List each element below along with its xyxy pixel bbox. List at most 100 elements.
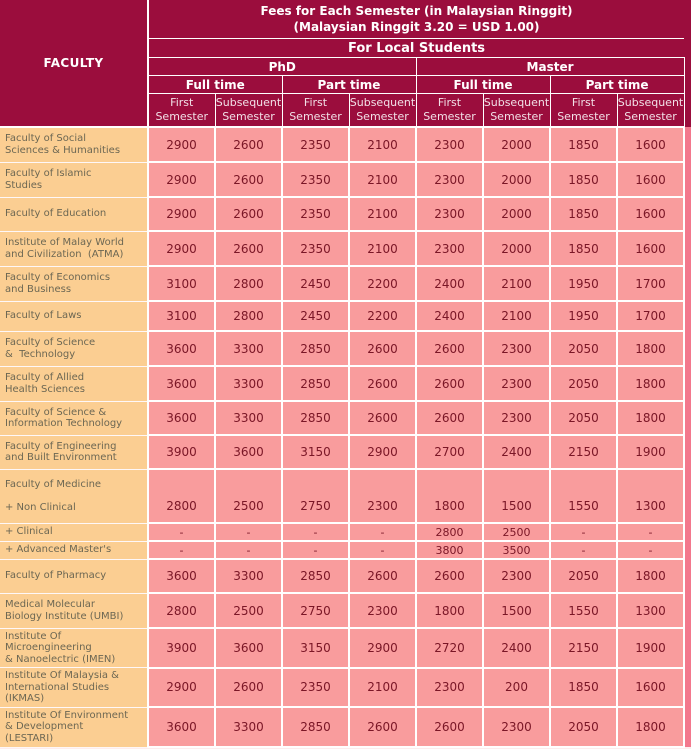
right-edge-strip [684, 266, 691, 301]
header-row-title: FACULTY Fees for Each Semester (in Malay… [0, 0, 691, 128]
master-fulltime-header: Full time [415, 75, 551, 94]
fee-cell: 3300 [214, 365, 283, 402]
fee-cell: 3600 [214, 627, 283, 669]
fee-cell: 2000 [482, 230, 551, 267]
fee-cell: 2700 [415, 434, 484, 470]
fee-cell: 2300 [482, 330, 551, 367]
fee-cell: 2600 [415, 558, 484, 594]
faculty-cell: + Clinical [0, 522, 149, 542]
fee-cell: 2300 [482, 365, 551, 402]
fee-cell: 2600 [348, 400, 417, 436]
table-row: Institute Of Malaysia & International St… [0, 666, 691, 708]
semester-header: Subsequent Semester [616, 93, 685, 128]
fee-cell: 2050 [549, 558, 618, 594]
fee-cell: 2600 [415, 365, 484, 402]
table-body: Faculty of Social Sciences & Humanities 2… [0, 126, 691, 748]
phd-fulltime-header: Full time [147, 75, 283, 94]
fee-cell: 200 [482, 666, 551, 708]
fee-cell: 1850 [549, 126, 618, 163]
fee-cell: 2300 [415, 196, 484, 232]
fee-cell: 2800 [147, 468, 216, 524]
fee-cell: 3300 [214, 330, 283, 367]
fee-cell: - [348, 522, 417, 542]
table-row: Institute Of Microengineering & Nanoelec… [0, 627, 691, 669]
table-row: Faculty of Allied Health Sciences 3600 330… [0, 365, 691, 402]
fee-cell: 2350 [281, 666, 350, 708]
semester-header: First Semester [147, 93, 216, 128]
fee-cell: - [214, 540, 283, 560]
fee-cell: 2800 [214, 265, 283, 302]
fee-cell: 2600 [348, 365, 417, 402]
fee-cell: 1700 [615, 265, 686, 302]
fee-cell: 1700 [615, 300, 686, 332]
fee-cell: 2050 [549, 330, 618, 367]
fee-cell: 3600 [147, 400, 216, 436]
fee-cell: 2000 [482, 161, 551, 198]
fee-cell: 2600 [214, 161, 283, 198]
fee-cell: 2600 [348, 706, 417, 748]
fee-cell: 2050 [549, 706, 618, 748]
fee-cell: 2300 [415, 666, 484, 708]
semester-header: Subsequent Semester [482, 93, 551, 128]
faculty-cell: Institute Of Microengineering & Nanoelec… [0, 627, 149, 668]
fee-cell: 1950 [549, 300, 618, 332]
fee-cell: 1600 [615, 196, 686, 232]
faculty-cell: Faculty of Allied Health Sciences [0, 365, 149, 402]
fee-cell: 2850 [281, 365, 350, 402]
fee-cell: 2400 [415, 300, 484, 332]
fee-cell: 1900 [615, 434, 686, 470]
fee-cell: 2750 [281, 592, 350, 629]
right-edge-strip [684, 127, 691, 162]
fee-cell: 3100 [147, 265, 216, 302]
fee-cell: - [348, 540, 417, 560]
table-header: FACULTY Fees for Each Semester (in Malay… [0, 0, 691, 128]
local-students-header: For Local Students [147, 38, 685, 58]
fee-cell: 3100 [147, 300, 216, 332]
fee-cell: 2500 [214, 592, 283, 629]
table-row: Faculty of Science & Technology 3600 3300 2… [0, 330, 691, 367]
table-row: Faculty of Education 2900 2600 2350 2100 2300… [0, 196, 691, 232]
fee-cell: 2300 [482, 706, 551, 748]
fee-cell: 1850 [549, 666, 618, 708]
fee-cell: 2850 [281, 330, 350, 367]
table-row: Institute Of Environment & Development (… [0, 706, 691, 748]
fee-cell: 2150 [549, 434, 618, 470]
right-edge-strip [684, 301, 691, 331]
table-row: Faculty of Pharmacy 3600 3300 2850 2600 2600 2… [0, 558, 691, 594]
fee-cell: 2300 [415, 161, 484, 198]
fee-cell: 1600 [615, 666, 686, 708]
fee-cell: 2050 [549, 400, 618, 436]
fee-cell: 2300 [348, 468, 417, 524]
fee-cell: 2400 [482, 627, 551, 669]
faculty-cell: Faculty of Pharmacy [0, 558, 149, 594]
fee-cell: 2720 [415, 627, 484, 669]
fee-cell: 2400 [415, 265, 484, 302]
right-edge-strip [684, 401, 691, 435]
faculty-cell: Faculty of Laws [0, 300, 149, 332]
fee-cell: 2600 [348, 558, 417, 594]
fee-cell: 1900 [615, 627, 686, 669]
right-edge-strip [684, 707, 691, 747]
fee-cell: - [147, 522, 216, 542]
fee-cell: 3500 [482, 540, 551, 560]
fee-cell: 2400 [482, 434, 551, 470]
fee-cell: 3600 [147, 330, 216, 367]
right-edge-strip [684, 523, 691, 541]
fee-cell: 2800 [214, 300, 283, 332]
fee-cell: 3300 [214, 706, 283, 748]
fee-cell: 2200 [348, 265, 417, 302]
right-edge-strip [684, 559, 691, 593]
fee-cell: 2900 [147, 230, 216, 267]
right-edge-strip [684, 667, 691, 707]
fee-cell: 2200 [348, 300, 417, 332]
fee-cell: 1800 [615, 558, 686, 594]
fee-cell: 1800 [615, 706, 686, 748]
faculty-cell: Faculty of Engineering and Built Environ… [0, 434, 149, 470]
faculty-cell: + Advanced Master's [0, 540, 149, 560]
table-row: Faculty of Islamic Studies 2900 2600 2350 21… [0, 161, 691, 198]
faculty-cell: Faculty of Education [0, 196, 149, 232]
fee-cell: 1850 [549, 196, 618, 232]
right-edge-strip [684, 231, 691, 266]
fee-cell: 2150 [549, 627, 618, 669]
